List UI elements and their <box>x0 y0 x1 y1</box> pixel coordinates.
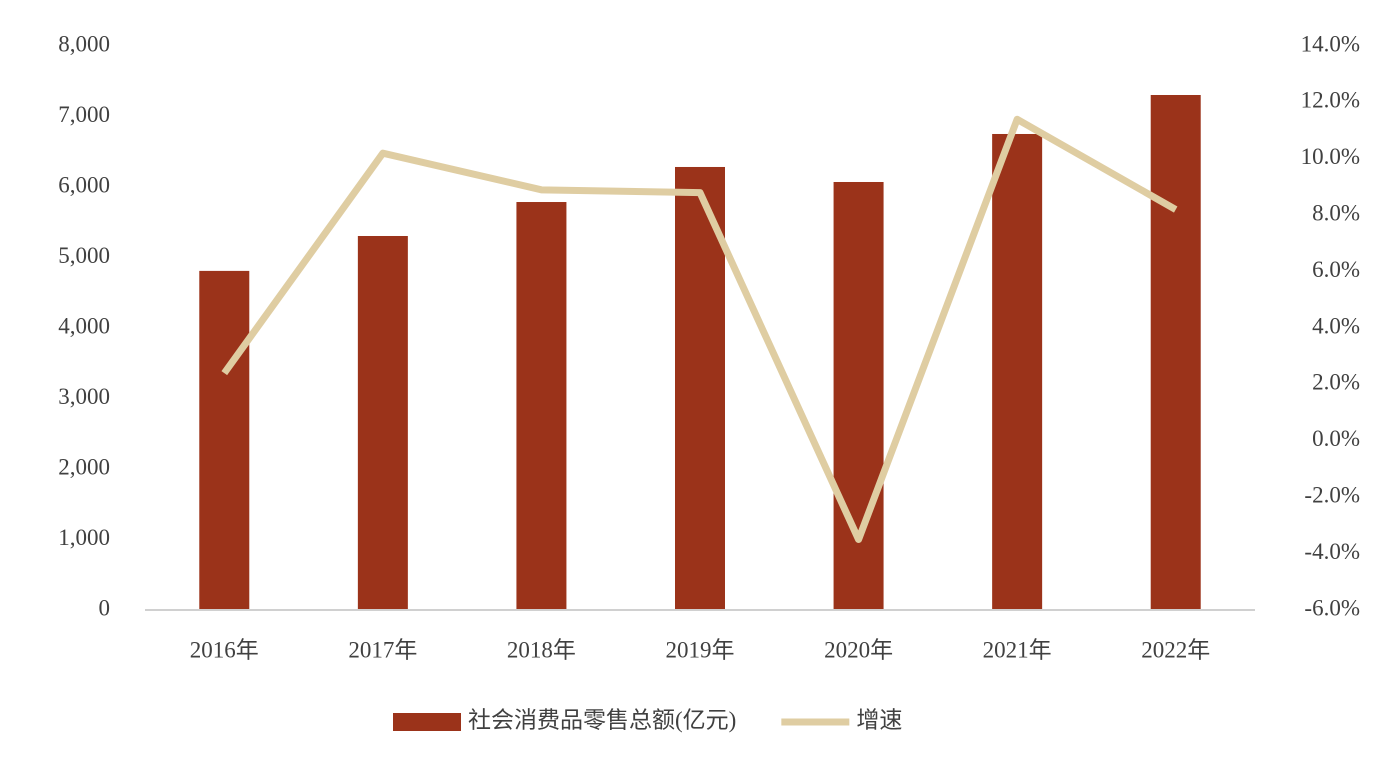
x-tick-label: 2020年 <box>824 637 893 662</box>
line <box>221 115 1178 543</box>
y2-tick-label: -6.0% <box>1304 595 1360 620</box>
y2-tick-label: 4.0% <box>1312 313 1360 338</box>
y-tick-label: 6,000 <box>58 172 110 197</box>
y-tick-label: 0 <box>99 595 111 620</box>
y-tick-label: 5,000 <box>58 243 110 268</box>
y-tick-label: 8,000 <box>58 31 110 56</box>
y2-tick-label: 12.0% <box>1301 88 1360 113</box>
y-tick-label: 7,000 <box>58 102 110 127</box>
x-tick-label: 2017年 <box>348 637 417 662</box>
x-tick-label: 2022年 <box>1141 637 1210 662</box>
y-tick-label: 2,000 <box>58 454 110 479</box>
bar <box>357 235 408 610</box>
x-tick-label: 2021年 <box>983 637 1052 662</box>
y2-tick-label: 14.0% <box>1301 31 1360 56</box>
bar <box>1150 94 1201 610</box>
y2-tick-label: 10.0% <box>1301 144 1360 169</box>
legend-swatch <box>393 713 461 731</box>
y-tick-label: 1,000 <box>58 525 110 550</box>
y2-tick-label: -4.0% <box>1304 539 1360 564</box>
y2-tick-label: -2.0% <box>1304 482 1360 507</box>
bar <box>199 270 250 610</box>
y2-tick-label: 8.0% <box>1312 200 1360 225</box>
x-tick-label: 2018年 <box>507 637 576 662</box>
bar <box>992 133 1043 610</box>
y-tick-label: 3,000 <box>58 384 110 409</box>
y2-tick-label: 2.0% <box>1312 370 1360 395</box>
bar <box>833 181 884 610</box>
x-tick-label: 2016年 <box>190 637 259 662</box>
y-tick-label: 4,000 <box>58 313 110 338</box>
legend-label: 增速 <box>856 707 902 732</box>
legend-label: 社会消费品零售总额(亿元) <box>468 707 736 732</box>
y2-tick-label: 0.0% <box>1312 426 1360 451</box>
bar <box>516 202 567 611</box>
y2-tick-label: 6.0% <box>1312 257 1360 282</box>
bar <box>675 166 725 610</box>
x-tick-label: 2019年 <box>666 637 735 662</box>
